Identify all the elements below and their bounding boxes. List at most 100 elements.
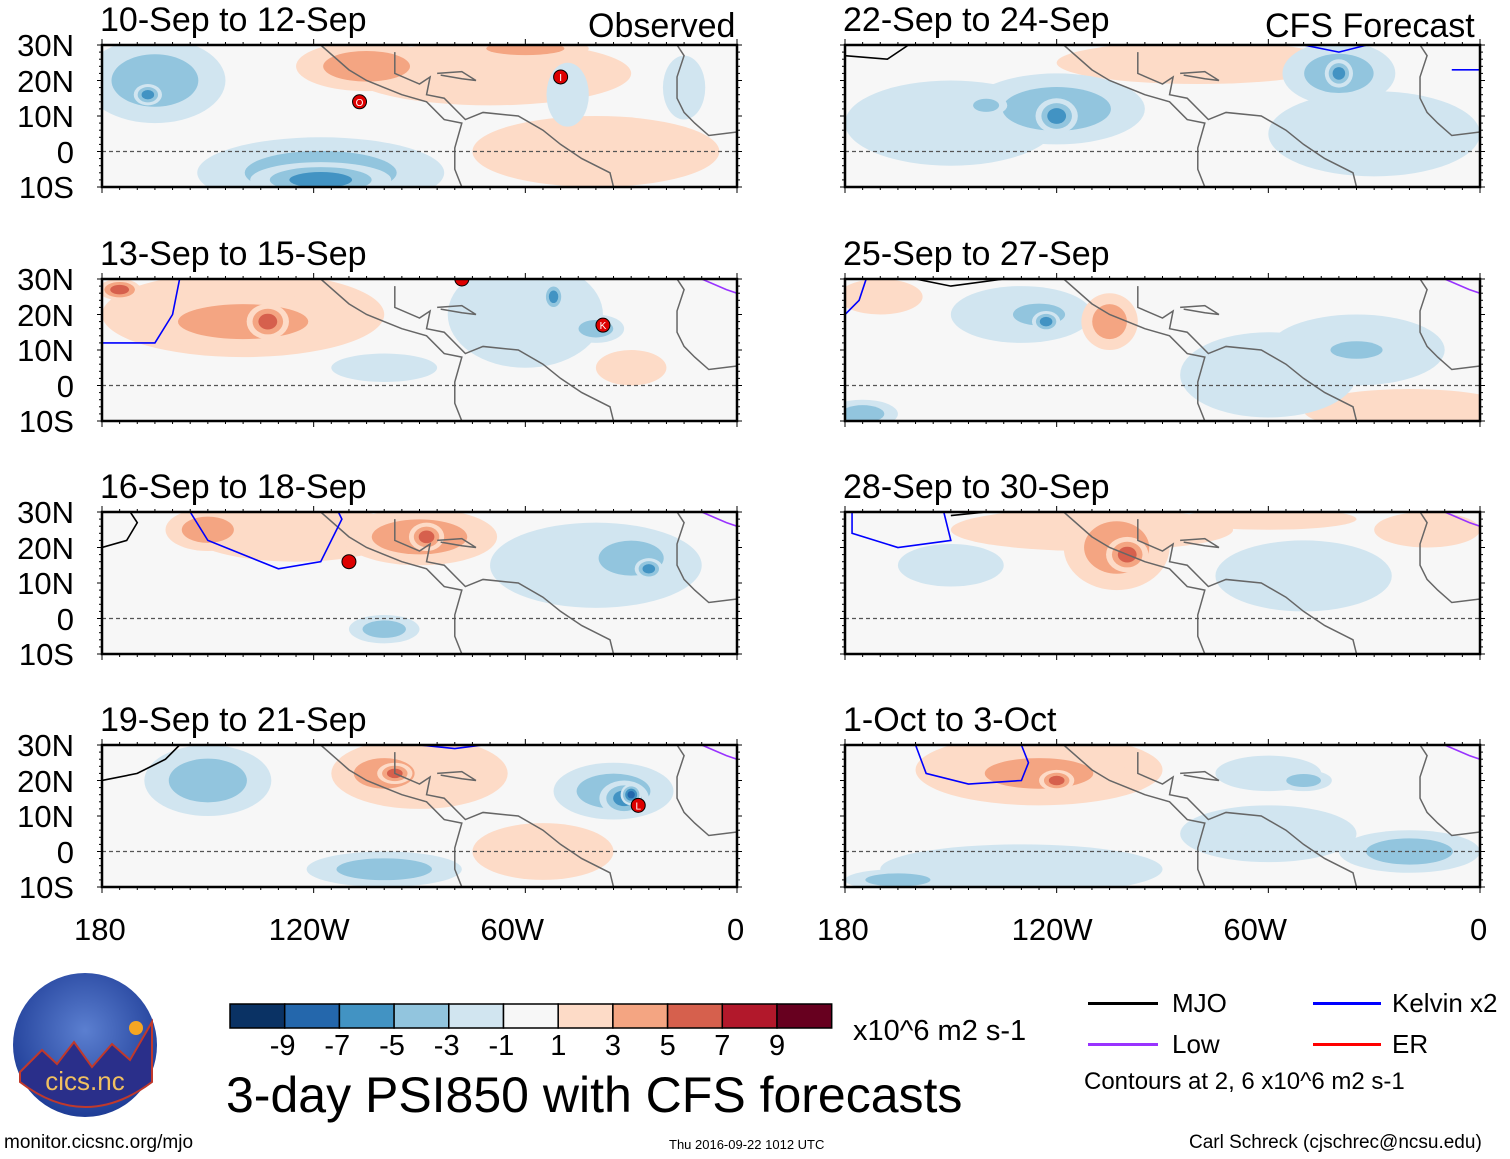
coastline [1180,537,1220,549]
cicsnc-logo: cics.nc [13,973,157,1117]
lat-tick-label: 20N [17,530,74,566]
svg-text:O: O [356,98,364,109]
observed-label: Observed [588,7,736,45]
coastline [320,512,463,654]
colorbar-tick-label: 3 [604,1030,622,1062]
anomaly-blob [486,45,565,56]
anomaly-blob [973,98,1000,112]
lon-tick-label: 120W [1011,912,1093,947]
lon-tick-label: 180 [817,912,869,947]
legend-mjo-label: MJO [1172,988,1227,1018]
anomaly-blob [1215,540,1392,612]
svg-text:I: I [559,73,562,84]
anomaly-blob [447,279,603,368]
anomaly-blob [1303,389,1480,421]
panel-title: 16-Sep to 18-Sep [100,468,367,506]
anomaly-blob [289,172,353,187]
lat-tick-label: 20N [17,297,74,333]
coastline [1419,512,1480,604]
coastline [320,279,463,421]
lon-tick-label: 0 [1470,912,1488,947]
tropical-cyclone-icon: K [595,317,611,333]
anomaly-blob [1286,773,1321,788]
lat-tick-label: 0 [56,601,74,637]
coastline [1180,70,1220,82]
colorbar-swatch [229,1003,286,1029]
low-contour [1444,279,1480,294]
footer-url[interactable]: monitor.cicsnc.org/mjo [4,1132,194,1153]
coastline [320,45,463,187]
legend-kelvin-label: Kelvin x2 [1392,988,1498,1018]
lon-tick-label: 60W [1223,912,1288,947]
colorbar-tick-label: 7 [714,1030,731,1062]
panel-title: 19-Sep to 21-Sep [100,701,367,739]
coastline [320,745,463,887]
anomaly-blob [1180,805,1357,863]
coastline [437,770,477,782]
coastline [1137,519,1358,654]
anomaly-blob [418,530,435,544]
colorbar-swatch [666,1003,724,1029]
colorbar-swatch [393,1003,450,1029]
low-contour [1444,512,1480,527]
lat-tick-label: 10N [17,99,74,134]
colorbar-swatch [338,1003,395,1029]
anomaly-blob [110,284,130,295]
mjo-contour [845,45,909,61]
panel-title: 25-Sep to 27-Sep [843,235,1110,273]
anomaly-blob [642,564,656,574]
mjo-contour [950,512,1022,517]
anomaly-blob [1056,45,1339,85]
coastline [394,519,615,654]
panel-6 [840,506,1485,660]
cfs-forecast-label: CFS Forecast [1265,7,1475,45]
coastline [1063,45,1206,187]
colorbar-swatch [721,1003,778,1029]
anomaly-blob [141,89,155,100]
mjo-contour [102,512,139,549]
anomaly-blob [546,62,589,127]
lon-tick-label: 0 [727,912,745,947]
lon-tick-label: 180 [74,912,126,947]
low-contour [701,745,737,760]
kelvin-contour [851,512,952,549]
colorbar-tick-label: 9 [769,1030,786,1062]
anomaly-blob [168,758,247,803]
anomaly-blob [1048,775,1065,786]
legend-er-line [1313,1043,1381,1046]
anomaly-blob [1092,304,1127,340]
low-contour [701,512,737,527]
colorbar [229,1003,833,1029]
lat-tick-label: 0 [56,134,74,170]
colorbar-swatch [448,1003,505,1029]
legend-kelvin-line [1313,1002,1381,1005]
lat-tick-label: 20N [17,63,74,99]
anomaly-blob [662,55,706,120]
mjo-contour [915,279,1004,287]
panel-title: 1-Oct to 3-Oct [843,701,1057,739]
lat-tick-label: 20N [17,763,74,799]
coastline [437,537,477,549]
coastline [1180,770,1220,782]
panel-1: K [97,273,742,427]
coastline [1137,52,1358,187]
legend-low-line [1088,1043,1158,1046]
coastline [394,52,615,187]
coastline [1419,745,1480,837]
anomaly-blob [845,405,885,421]
anomaly-blob [472,823,614,880]
panel-2 [97,506,742,660]
panel-title: 13-Sep to 15-Sep [100,235,367,273]
legend-mjo-line [1088,1002,1158,1005]
lat-tick-label: 10S [18,870,74,905]
anomaly-blob [1330,341,1383,359]
colorbar-swatch [557,1003,614,1029]
tropical-cyclone-icon: L [630,797,646,813]
lat-tick-label: 30N [17,28,74,63]
anomaly-blob [880,844,1163,887]
colorbar-swatch [283,1003,341,1029]
colorbar-tick-label: -5 [379,1030,405,1062]
panel-title: 28-Sep to 30-Sep [843,468,1110,506]
panel-7 [840,739,1485,893]
lat-tick-label: 10N [17,799,74,834]
